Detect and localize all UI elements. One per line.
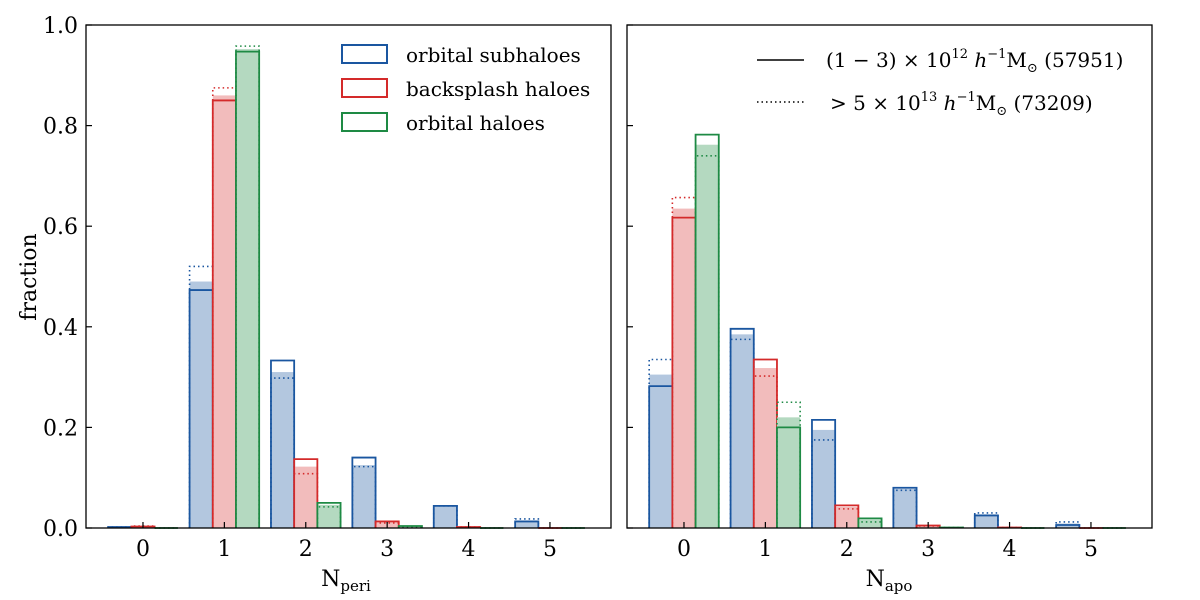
bar-fill-orbital-subhaloes [811,429,836,528]
bar-fill-backsplash-haloes [212,95,236,529]
y-axis-label: fraction [17,233,42,320]
bar-fill-orbital-subhaloes [270,372,295,528]
bar-fill-orbital-subhaloes [352,465,376,528]
y-tick-label: 0.2 [43,416,78,441]
bar-solid-backsplash-haloes [374,520,400,528]
panel-left-nperi: 0.0 0.2 0.4 0.6 0.8 1.0 0 1 2 3 4 5 [43,14,612,562]
bar-fill-orbital-subhaloes [515,520,539,528]
bar-fill-backsplash-haloes [672,208,696,528]
bar-fill-orbital-subhaloes [893,488,917,528]
x-axis-label-right: Napo [866,567,913,595]
legend-label-dotted-sample: > 5 × 1013 h−1M⊙ (73209) [830,90,1093,119]
legend-label-backsplash-haloes: backsplash haloes [406,77,590,101]
bar-dotted-orbital-subhaloes [351,465,377,528]
x-tick-label: 5 [543,537,557,562]
bar-dotted-orbital-subhaloes [1055,521,1081,528]
y-tick-label: 0.8 [43,115,78,140]
bar-fill-orbital-subhaloes [649,374,673,528]
bar-dotted-backsplash-haloes [834,508,860,528]
legend-label-solid-sample: (1 − 3) × 1012 h−1M⊙ (57951) [826,47,1123,76]
bar-fill-orbital-subhaloes [974,514,998,528]
bar-fill-orbital-subhaloes [433,505,457,528]
x-tick-label: 0 [136,537,150,562]
y-tick-label: 0.6 [43,215,78,240]
x-tick-label: 2 [840,537,854,562]
x-axis-label-left: Nperi [321,567,371,595]
bar-dotted-orbital-subhaloes [973,512,999,528]
y-tick-label: 0.0 [43,517,78,542]
bar-solid-orbital-subhaloes [432,504,458,528]
bar-solid-orbital-subhaloes [892,486,918,528]
y-tick-label: 1.0 [43,14,78,39]
y-tick-label: 0.4 [43,316,78,341]
bar-fill-backsplash-haloes [753,368,777,528]
plot-frame [85,24,612,529]
legend-categories: orbital subhaloes backsplash haloes orbi… [341,43,590,135]
bar-dotted-orbital-subhaloes [188,265,214,528]
bar-dotted-backsplash-haloes [293,472,319,528]
legend-samples: (1 − 3) × 1012 h−1M⊙ (57951) > 5 × 1013 … [757,47,1123,119]
bar-fill-orbital-haloes [398,526,422,528]
legend-label-orbital-subhaloes: orbital subhaloes [406,43,581,67]
bar-dotted-orbital-haloes [694,154,720,528]
bar-fill-orbital-haloes [858,519,882,528]
bar-dotted-orbital-subhaloes [270,377,295,528]
x-tick-label: 2 [299,537,313,562]
bar-dotted-orbital-haloes [316,506,342,528]
bar-solid-backsplash-haloes [293,458,319,528]
legend-swatch-orbital-haloes [341,112,388,132]
bar-fill-orbital-haloes [235,49,260,528]
bar-solid-orbital-subhaloes [973,514,999,528]
legend-swatch-backsplash-haloes [341,78,388,98]
bar-solid-orbital-subhaloes [351,456,377,528]
bar-dotted-orbital-subhaloes [514,518,540,528]
x-tick-label: 5 [1084,537,1098,562]
plot-frame [626,24,1153,529]
bar-solid-orbital-haloes [235,50,261,528]
legend-label-orbital-haloes: orbital haloes [406,111,545,135]
bar-solid-orbital-subhaloes [514,520,540,528]
bar-fill-orbital-subhaloes [189,281,213,528]
bar-fill-orbital-haloes [695,144,719,529]
bar-dotted-orbital-subhaloes [892,489,918,528]
x-tick-label: 3 [921,537,935,562]
bar-fill-orbital-subhaloes [730,334,754,528]
x-tick-label: 4 [1003,537,1017,562]
x-tick-label: 4 [462,537,476,562]
bar-dotted-orbital-haloes [776,401,801,528]
x-tick-label: 3 [380,537,394,562]
bar-dotted-orbital-haloes [857,521,883,528]
bar-solid-orbital-haloes [316,501,342,528]
bar-fill-backsplash-haloes [294,466,318,528]
bar-fill-backsplash-haloes [835,506,859,528]
bar-fill-orbital-haloes [317,504,341,528]
bar-dotted-orbital-subhaloes [811,439,836,528]
panel-right-napo: 0 1 2 3 4 5 [626,24,1153,562]
legend-swatch-orbital-subhaloes [341,44,388,64]
x-tick-label: 1 [758,537,772,562]
x-tick-label: 0 [677,537,691,562]
bar-solid-orbital-haloes [694,133,720,528]
x-tick-label: 1 [217,537,231,562]
bar-fill-orbital-haloes [776,417,801,528]
bar-solid-orbital-subhaloes [1055,524,1081,528]
